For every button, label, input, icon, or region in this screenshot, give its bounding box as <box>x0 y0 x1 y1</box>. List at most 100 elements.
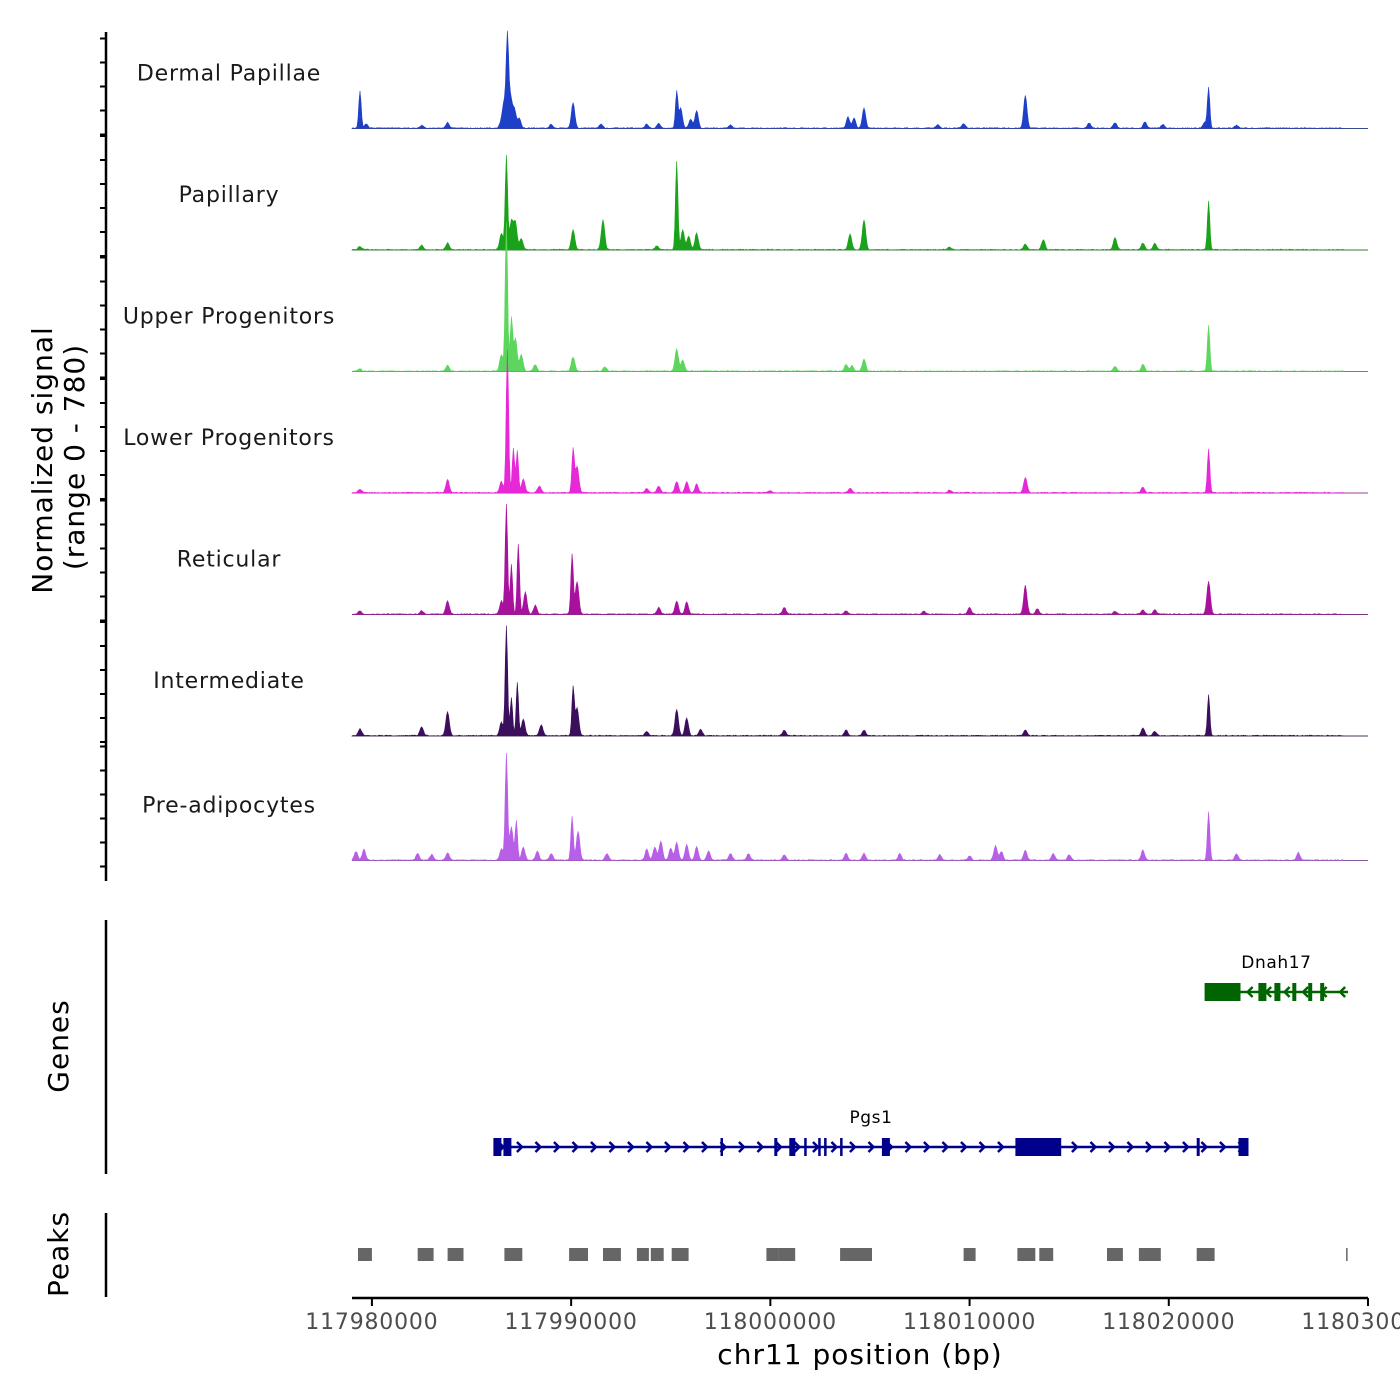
track-signal <box>350 349 1368 494</box>
exon <box>818 1138 821 1156</box>
track-label: Reticular <box>177 548 282 573</box>
exon <box>881 1138 890 1156</box>
track-signal <box>351 503 1368 615</box>
exon <box>824 1138 827 1156</box>
strand-chevron <box>1071 1141 1079 1153</box>
exon <box>774 1138 778 1156</box>
exon <box>1238 1138 1249 1156</box>
peak-regions <box>358 1248 1348 1261</box>
track-label: Pre-adipocytes <box>142 794 316 819</box>
exon <box>1015 1138 1062 1156</box>
peak-region <box>447 1248 464 1261</box>
track-signal <box>351 752 1368 861</box>
track-papillary: Papillary <box>179 154 1368 251</box>
exon <box>503 1138 512 1156</box>
strand-chevron <box>923 1141 931 1153</box>
peak-region <box>868 1248 872 1261</box>
x-tick-label: 118030000 <box>1301 1310 1400 1335</box>
peaks-label: Peaks <box>42 1211 75 1297</box>
peak-region <box>417 1248 434 1261</box>
strand-chevron <box>1145 1141 1153 1153</box>
track-label: Intermediate <box>153 669 305 694</box>
peak-region <box>766 1248 779 1261</box>
gene-models: Pgs1 Dnah17 <box>493 953 1349 1156</box>
peak-region <box>1039 1248 1054 1261</box>
coverage-tracks: Dermal Papillae Papillary Upper Progenitor… <box>123 30 1368 861</box>
track-label: Lower Progenitors <box>123 426 335 451</box>
strand-chevron <box>1200 1141 1209 1153</box>
strand-chevron <box>960 1141 968 1153</box>
strand-chevron <box>1219 1141 1227 1153</box>
x-tick-label: 117990000 <box>505 1310 638 1335</box>
strand-chevron <box>1282 986 1291 998</box>
peak-region <box>1107 1248 1123 1261</box>
strand-chevron <box>904 1141 913 1153</box>
track-signal <box>351 154 1368 251</box>
peak-region <box>778 1248 796 1261</box>
peak-region <box>840 1248 868 1261</box>
peak-region <box>671 1248 689 1261</box>
strand-chevron <box>1301 986 1310 998</box>
peak-region <box>1346 1248 1348 1261</box>
track-upper-progenitors: Upper Progenitors <box>123 222 1368 372</box>
strand-chevron <box>738 1141 746 1153</box>
exon <box>493 1138 502 1156</box>
peak-region <box>569 1248 588 1261</box>
strand-chevron <box>534 1141 543 1153</box>
track-lower-progenitors: Lower Progenitors <box>123 349 1368 494</box>
x-tick-label: 118020000 <box>1102 1310 1235 1335</box>
x-tick-label: 118000000 <box>704 1310 837 1335</box>
peak-region <box>963 1248 976 1261</box>
strand-chevron <box>590 1141 598 1153</box>
x-tick-label: 118010000 <box>903 1310 1036 1335</box>
strand-chevron <box>849 1141 857 1153</box>
strand-chevron <box>608 1141 617 1153</box>
exon <box>1320 983 1325 1001</box>
strand-chevron <box>1338 986 1347 998</box>
coverage-y-ticks <box>100 37 106 868</box>
track-reticular: Reticular <box>177 503 1368 615</box>
coverage-ylabel-line1: Normalized signal <box>26 326 59 594</box>
peak-region <box>603 1248 621 1261</box>
strand-chevron <box>682 1141 691 1153</box>
peak-region <box>1138 1248 1161 1261</box>
track-signal <box>351 222 1368 372</box>
peak-region <box>1017 1248 1036 1261</box>
peak-region <box>650 1248 664 1261</box>
gene-name: Dnah17 <box>1241 953 1311 973</box>
exon <box>804 1138 807 1156</box>
exon <box>1204 983 1241 1001</box>
strand-chevron <box>664 1141 672 1153</box>
peak-region <box>1196 1248 1215 1261</box>
x-axis-title: chr11 position (bp) <box>717 1338 1002 1371</box>
gene-dnah17: Dnah17 <box>1204 953 1349 1001</box>
x-axis-ticks: 117980000 117990000 118000000 118010000 1180… <box>305 1298 1400 1335</box>
exon <box>789 1138 796 1156</box>
peak-region <box>636 1248 649 1261</box>
x-tick-label: 117980000 <box>305 1310 438 1335</box>
strand-chevron <box>867 1141 876 1153</box>
track-intermediate: Intermediate <box>153 625 1368 737</box>
coverage-ylabel-line2: (range 0 - 780) <box>58 344 91 570</box>
strand-chevron <box>553 1141 561 1153</box>
exon <box>1258 983 1267 1001</box>
strand-chevron <box>516 1141 524 1153</box>
strand-chevron <box>978 1141 987 1153</box>
strand-chevron <box>812 1141 820 1153</box>
gene-pgs1: Pgs1 <box>493 1108 1249 1156</box>
strand-chevron <box>941 1141 950 1153</box>
strand-chevron <box>1163 1141 1172 1153</box>
peak-region <box>358 1248 372 1261</box>
track-pre-adipocytes: Pre-adipocytes <box>142 752 1368 861</box>
track-dermal-papillae: Dermal Papillae <box>137 30 1368 129</box>
track-signal <box>350 625 1368 737</box>
exon <box>1292 983 1297 1001</box>
exon <box>1308 983 1313 1001</box>
track-signal <box>351 30 1368 129</box>
strand-chevron <box>645 1141 654 1153</box>
genes-label: Genes <box>42 999 75 1092</box>
track-label: Dermal Papillae <box>137 62 321 87</box>
strand-chevron <box>1182 1141 1190 1153</box>
exon <box>1274 983 1281 1001</box>
